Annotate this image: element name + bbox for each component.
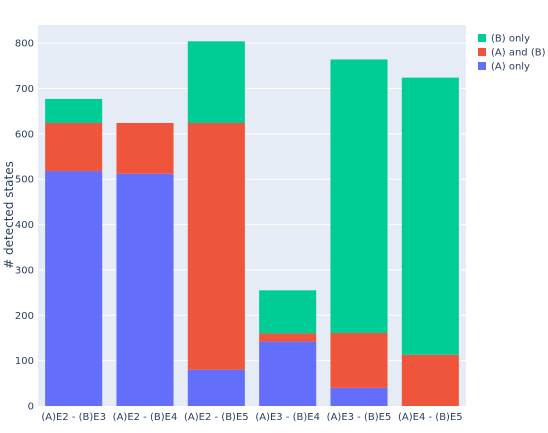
bar-segment: [187, 41, 245, 123]
legend-label: (B) only: [491, 34, 530, 45]
bar-segment: [330, 387, 388, 406]
x-tick-label: (A)E3 - (B)E4: [255, 412, 320, 423]
bar-segment: [401, 354, 459, 406]
y-tick-label: 700: [15, 84, 34, 95]
x-tick-label: (A)E3 - (B)E5: [327, 412, 392, 423]
bar-segment: [45, 171, 103, 406]
x-tick-label: (A)E2 - (B)E4: [113, 412, 178, 423]
bars: [45, 41, 459, 406]
bar-segment: [45, 98, 103, 123]
bar-segment: [45, 122, 103, 172]
legend-swatch: [478, 48, 486, 56]
legend-swatch: [478, 34, 486, 42]
bar-segment: [259, 341, 317, 406]
y-tick-label: 100: [15, 356, 34, 367]
y-tick-label: 200: [15, 311, 34, 322]
y-tick-label: 600: [15, 129, 34, 140]
x-tick-label: (A)E2 - (B)E3: [41, 412, 106, 423]
y-tick-label: 500: [15, 175, 34, 186]
y-tick-label: 800: [15, 39, 34, 50]
bar-segment: [330, 332, 388, 388]
bar-segment: [187, 369, 245, 406]
bar-segment: [187, 122, 245, 370]
y-tick-label: 400: [15, 220, 34, 231]
legend-label: (A) and (B): [491, 48, 546, 59]
x-tick-label: (A)E2 - (B)E5: [184, 412, 249, 423]
bar-segment: [116, 173, 174, 406]
y-tick-label: 300: [15, 265, 34, 276]
y-tick-label: 0: [28, 402, 34, 413]
x-tick-label: (A)E4 - (B)E5: [398, 412, 463, 423]
legend: (B) only (A) and (B) (A) only: [478, 34, 546, 73]
bar-segment: [401, 77, 459, 355]
bar-segment: [259, 333, 317, 342]
y-axis-ticks: 0 100 200 300 400 500 600 700 800: [15, 39, 34, 413]
legend-swatch: [478, 62, 486, 70]
y-axis-title: # detected states: [2, 161, 16, 269]
gridlines: [38, 42, 466, 362]
bar-segment: [116, 122, 174, 174]
x-axis-ticks: (A)E2 - (B)E3 (A)E2 - (B)E4 (A)E2 - (B)E5 (…: [41, 412, 462, 423]
bar-segment: [259, 290, 317, 334]
legend-label: (A) only: [491, 62, 530, 73]
bar-segment: [330, 59, 388, 333]
